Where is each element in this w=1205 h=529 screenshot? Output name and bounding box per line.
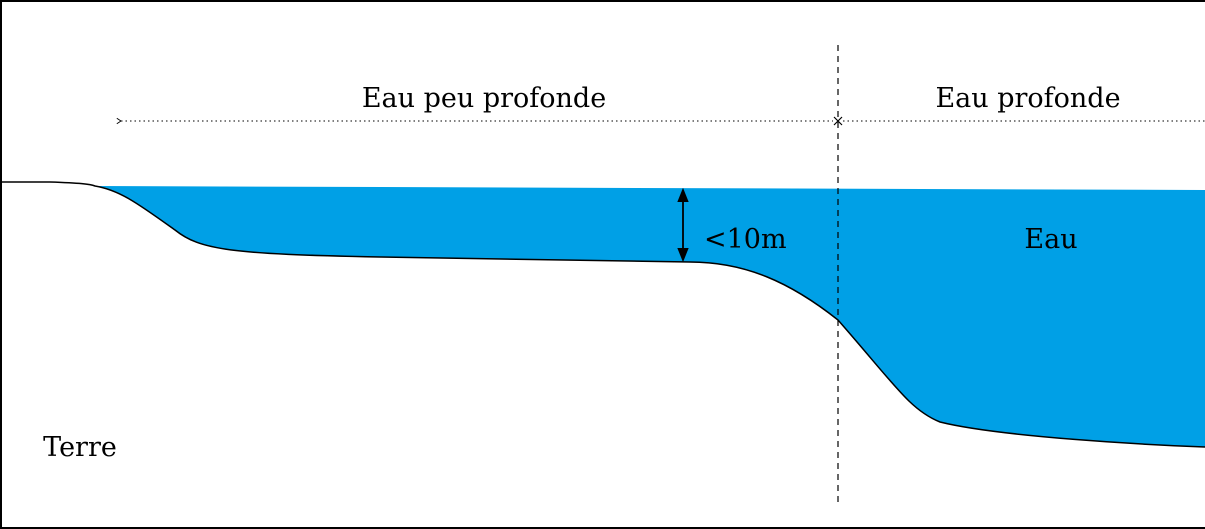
seabed-line — [0, 181, 1205, 448]
water-label: Eau — [1024, 224, 1077, 255]
depth-label: <10m — [704, 224, 787, 255]
deep-water-label: Eau profonde — [935, 83, 1120, 114]
land-label: Terre — [43, 432, 117, 463]
water-body — [95, 186, 1205, 447]
divider-cross-marker — [833, 116, 843, 126]
shallow-water-label: Eau peu profonde — [362, 83, 606, 114]
